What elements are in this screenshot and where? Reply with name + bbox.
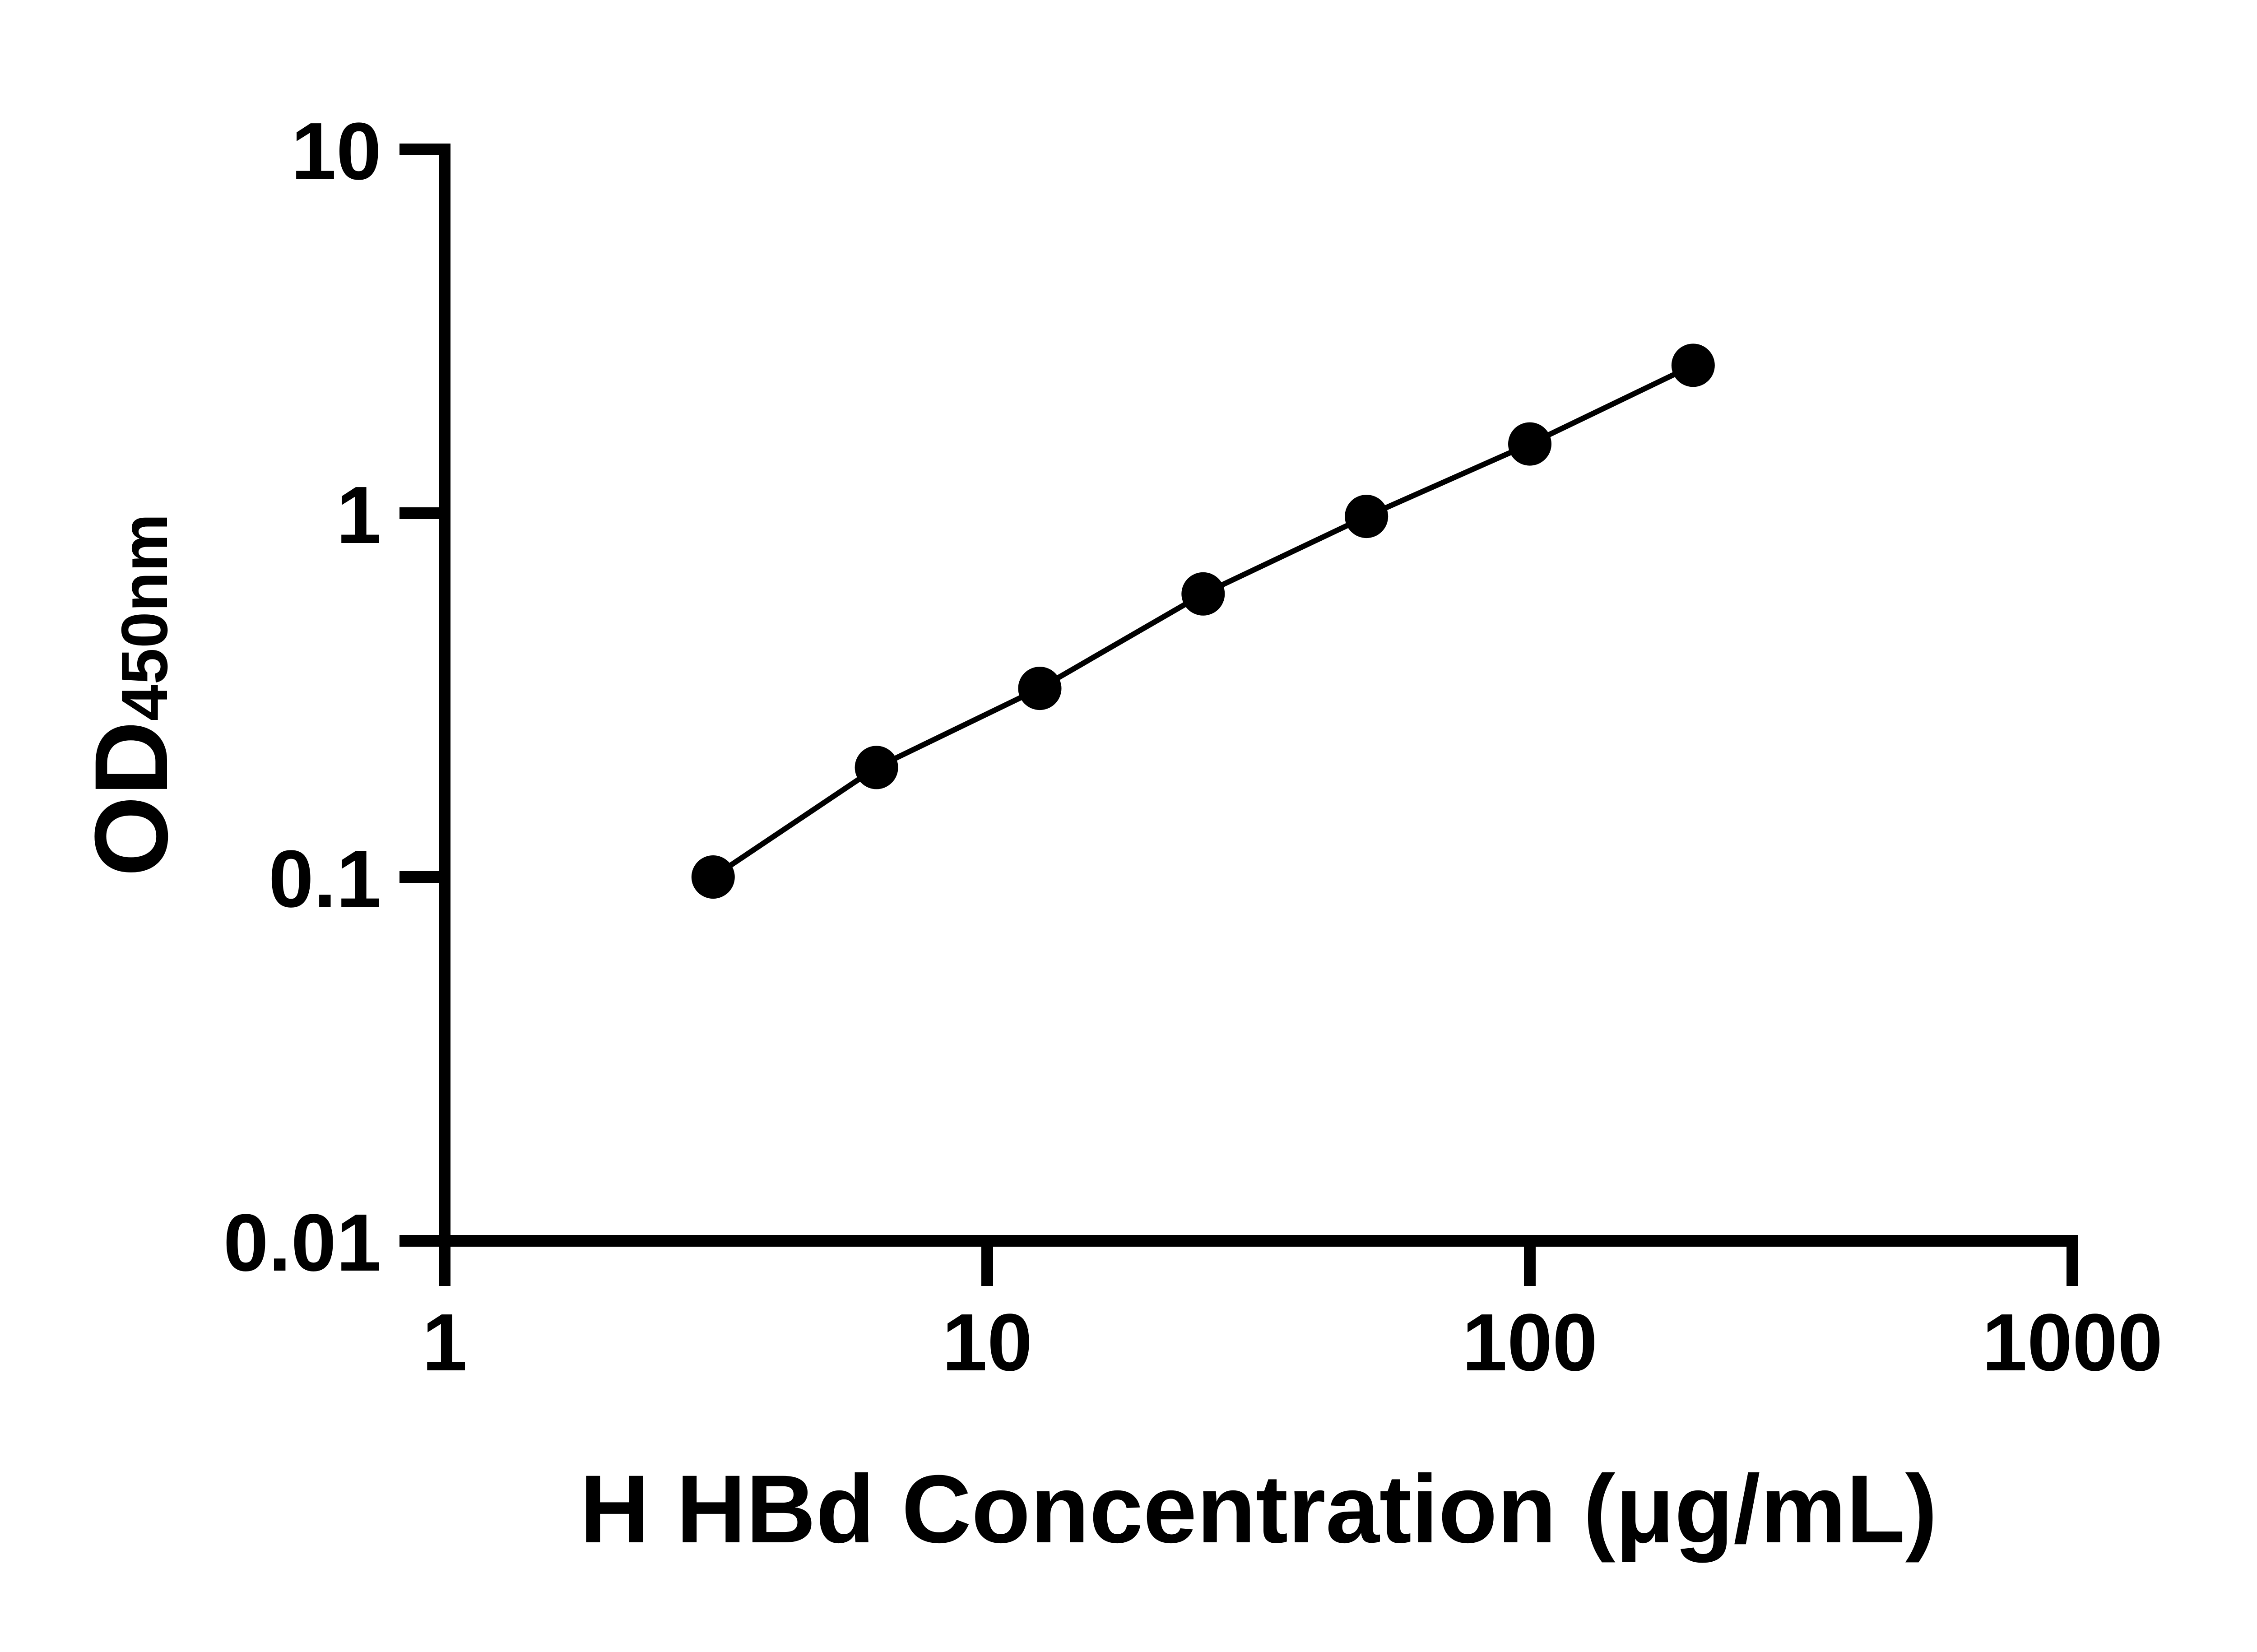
y-axis-title-main: OD (73, 721, 189, 877)
data-point (1018, 667, 1062, 710)
y-axis-tick-label: 1 (336, 470, 381, 561)
x-axis-tick-label: 100 (1462, 1297, 1598, 1388)
data-point (855, 746, 898, 789)
y-axis-title: OD450nm (73, 514, 189, 877)
data-point (691, 855, 735, 899)
y-axis-title-subscript: 450nm (108, 514, 181, 721)
y-axis-tick-label: 0.1 (269, 834, 381, 924)
x-axis-title: H HBd Concentration (μg/mL) (580, 1455, 1937, 1563)
data-point (1671, 343, 1715, 387)
data-point (1508, 422, 1551, 466)
x-axis-tick-label: 10 (942, 1297, 1032, 1388)
data-point (1181, 572, 1225, 616)
x-axis-tick-label: 1000 (1982, 1297, 2163, 1388)
data-point (1345, 495, 1389, 538)
x-axis-tick-label: 1 (422, 1297, 467, 1388)
y-axis-tick-label: 10 (291, 106, 381, 197)
y-axis-tick-label: 0.01 (223, 1197, 381, 1288)
